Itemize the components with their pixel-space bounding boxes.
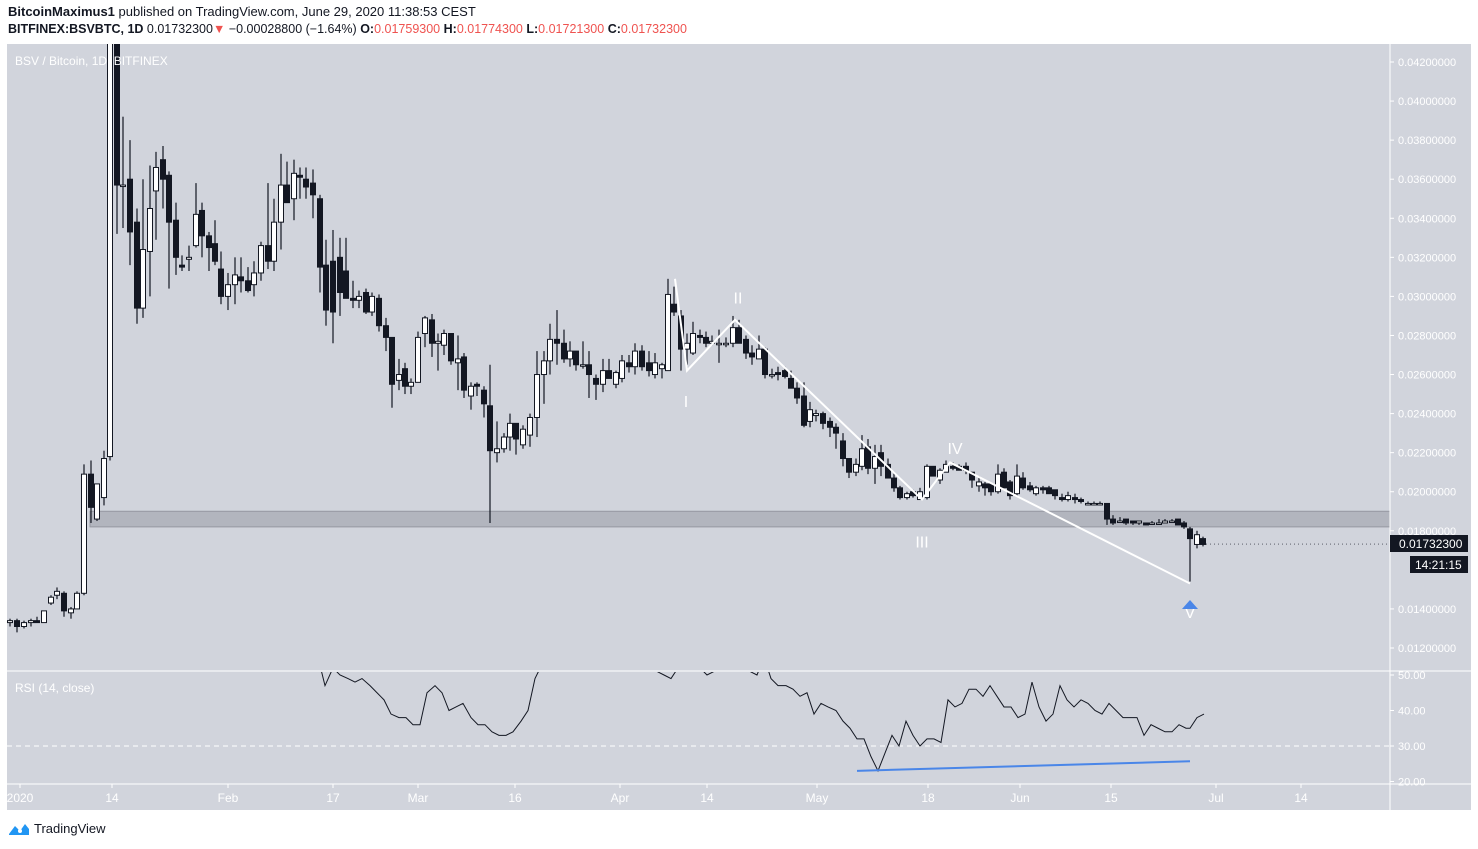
chart-background[interactable] <box>7 44 1471 810</box>
high-value: 0.01774300 <box>456 22 523 36</box>
countdown-badge: 14:21:15 <box>1410 556 1468 573</box>
y-tick-label: 0.01800000 <box>1398 526 1456 538</box>
arrow-up-icon <box>1182 600 1198 609</box>
y-tick-label: 0.02800000 <box>1398 330 1456 342</box>
author-name: BitcoinMaximus1 <box>8 4 115 19</box>
y-tick-label: 0.03400000 <box>1398 213 1456 225</box>
low-label: L: <box>526 22 539 36</box>
x-tick-label: 16 <box>508 791 522 805</box>
x-tick-label: Mar <box>408 791 429 805</box>
close-value: 0.01732300 <box>620 22 687 36</box>
y-tick-label: 0.01400000 <box>1398 604 1456 616</box>
tradingview-logo-icon <box>9 823 29 835</box>
y-tick-label: 0.03600000 <box>1398 174 1456 186</box>
y-tick-label: 0.02600000 <box>1398 370 1456 382</box>
price-badge: 0.01732300 <box>1390 535 1468 552</box>
rsi-legend: RSI (14, close) <box>15 681 94 695</box>
chart-legend: BSV / Bitcoin, 1D, BITFINEX <box>15 54 168 68</box>
y-tick-label: 0.02200000 <box>1398 448 1456 460</box>
last-price: 0.01732300 <box>146 22 213 36</box>
countdown-text: 14:21:15 <box>1415 558 1462 572</box>
wave-label: IV <box>947 441 962 458</box>
y-tick-label: 0.04200000 <box>1398 57 1456 69</box>
y-tick-label: 0.04000000 <box>1398 96 1456 108</box>
open-value: 0.01759300 <box>374 22 441 36</box>
x-tick-label: May <box>806 791 829 805</box>
open-label: O: <box>360 22 375 36</box>
x-tick-label: 14 <box>1294 791 1308 805</box>
candlestick-series <box>7 44 1390 633</box>
wave-label: V <box>1185 605 1196 622</box>
elliott-wave-lines <box>674 278 1191 585</box>
high-label: H: <box>443 22 457 36</box>
x-tick-label: Feb <box>218 791 239 805</box>
x-tick-label: 14 <box>700 791 714 805</box>
y-tick-label: 0.01200000 <box>1398 643 1456 655</box>
symbol-info: BITFINEX:BSVBTC, 1D 0.01732300▼ −0.00028… <box>8 22 687 36</box>
rsi-pane <box>7 672 1390 773</box>
rsi-tick-label: 50.00 <box>1398 670 1426 682</box>
triangle-down-icon: ▼ <box>212 22 226 36</box>
x-tick-label: 17 <box>326 791 340 805</box>
y-tick-label: 0.03000000 <box>1398 291 1456 303</box>
axes: 0.04200000 0.04000000 0.03800000 0.03600000… <box>7 44 1471 810</box>
y-tick-label: 0.02400000 <box>1398 409 1456 421</box>
footer-brand-text: TradingView <box>34 821 106 836</box>
price-badge-text: 0.01732300 <box>1399 537 1463 551</box>
x-tick-label: Jul <box>1208 791 1223 805</box>
x-tick-label: 15 <box>1104 791 1118 805</box>
x-tick-label: Apr <box>611 791 630 805</box>
price-change: −0.00028800 (−1.64%) <box>228 22 357 36</box>
x-tick-label: 2020 <box>7 791 34 805</box>
low-value: 0.01721300 <box>538 22 605 36</box>
wave-label: III <box>915 535 928 552</box>
rsi-tick-label: 30.00 <box>1398 741 1426 753</box>
y-tick-label: 0.03800000 <box>1398 135 1456 147</box>
wave-label: II <box>734 290 743 307</box>
footer-brand[interactable]: TradingView <box>8 821 106 836</box>
x-tick-label: 18 <box>921 791 935 805</box>
close-label: C: <box>607 22 621 36</box>
x-tick-label: 14 <box>105 791 119 805</box>
symbol-label: BITFINEX:BSVBTC, 1D <box>8 22 144 36</box>
rsi-tick-label: 20.00 <box>1398 777 1426 789</box>
wave-label: I <box>684 394 688 411</box>
x-tick-label: Jun <box>1010 791 1029 805</box>
support-zone <box>89 510 1390 528</box>
y-tick-label: 0.02000000 <box>1398 487 1456 499</box>
divergence-line <box>856 760 1191 772</box>
rsi-tick-label: 40.00 <box>1398 706 1426 718</box>
published-text: published on TradingView.com, June 29, 2… <box>114 4 476 19</box>
y-tick-label: 0.03200000 <box>1398 252 1456 264</box>
publish-info: BitcoinMaximus1 published on TradingView… <box>8 4 476 19</box>
